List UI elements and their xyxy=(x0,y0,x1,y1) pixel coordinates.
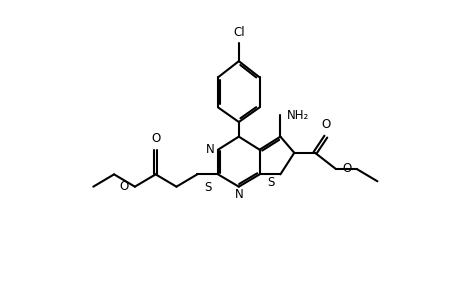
Text: S: S xyxy=(267,176,275,189)
Text: NH₂: NH₂ xyxy=(287,108,309,122)
Text: N: N xyxy=(206,143,215,156)
Text: O: O xyxy=(342,162,351,176)
Text: S: S xyxy=(204,181,212,194)
Text: O: O xyxy=(119,180,129,193)
Text: O: O xyxy=(321,118,330,131)
Text: Cl: Cl xyxy=(233,26,245,39)
Text: O: O xyxy=(151,132,160,145)
Text: N: N xyxy=(234,188,243,201)
